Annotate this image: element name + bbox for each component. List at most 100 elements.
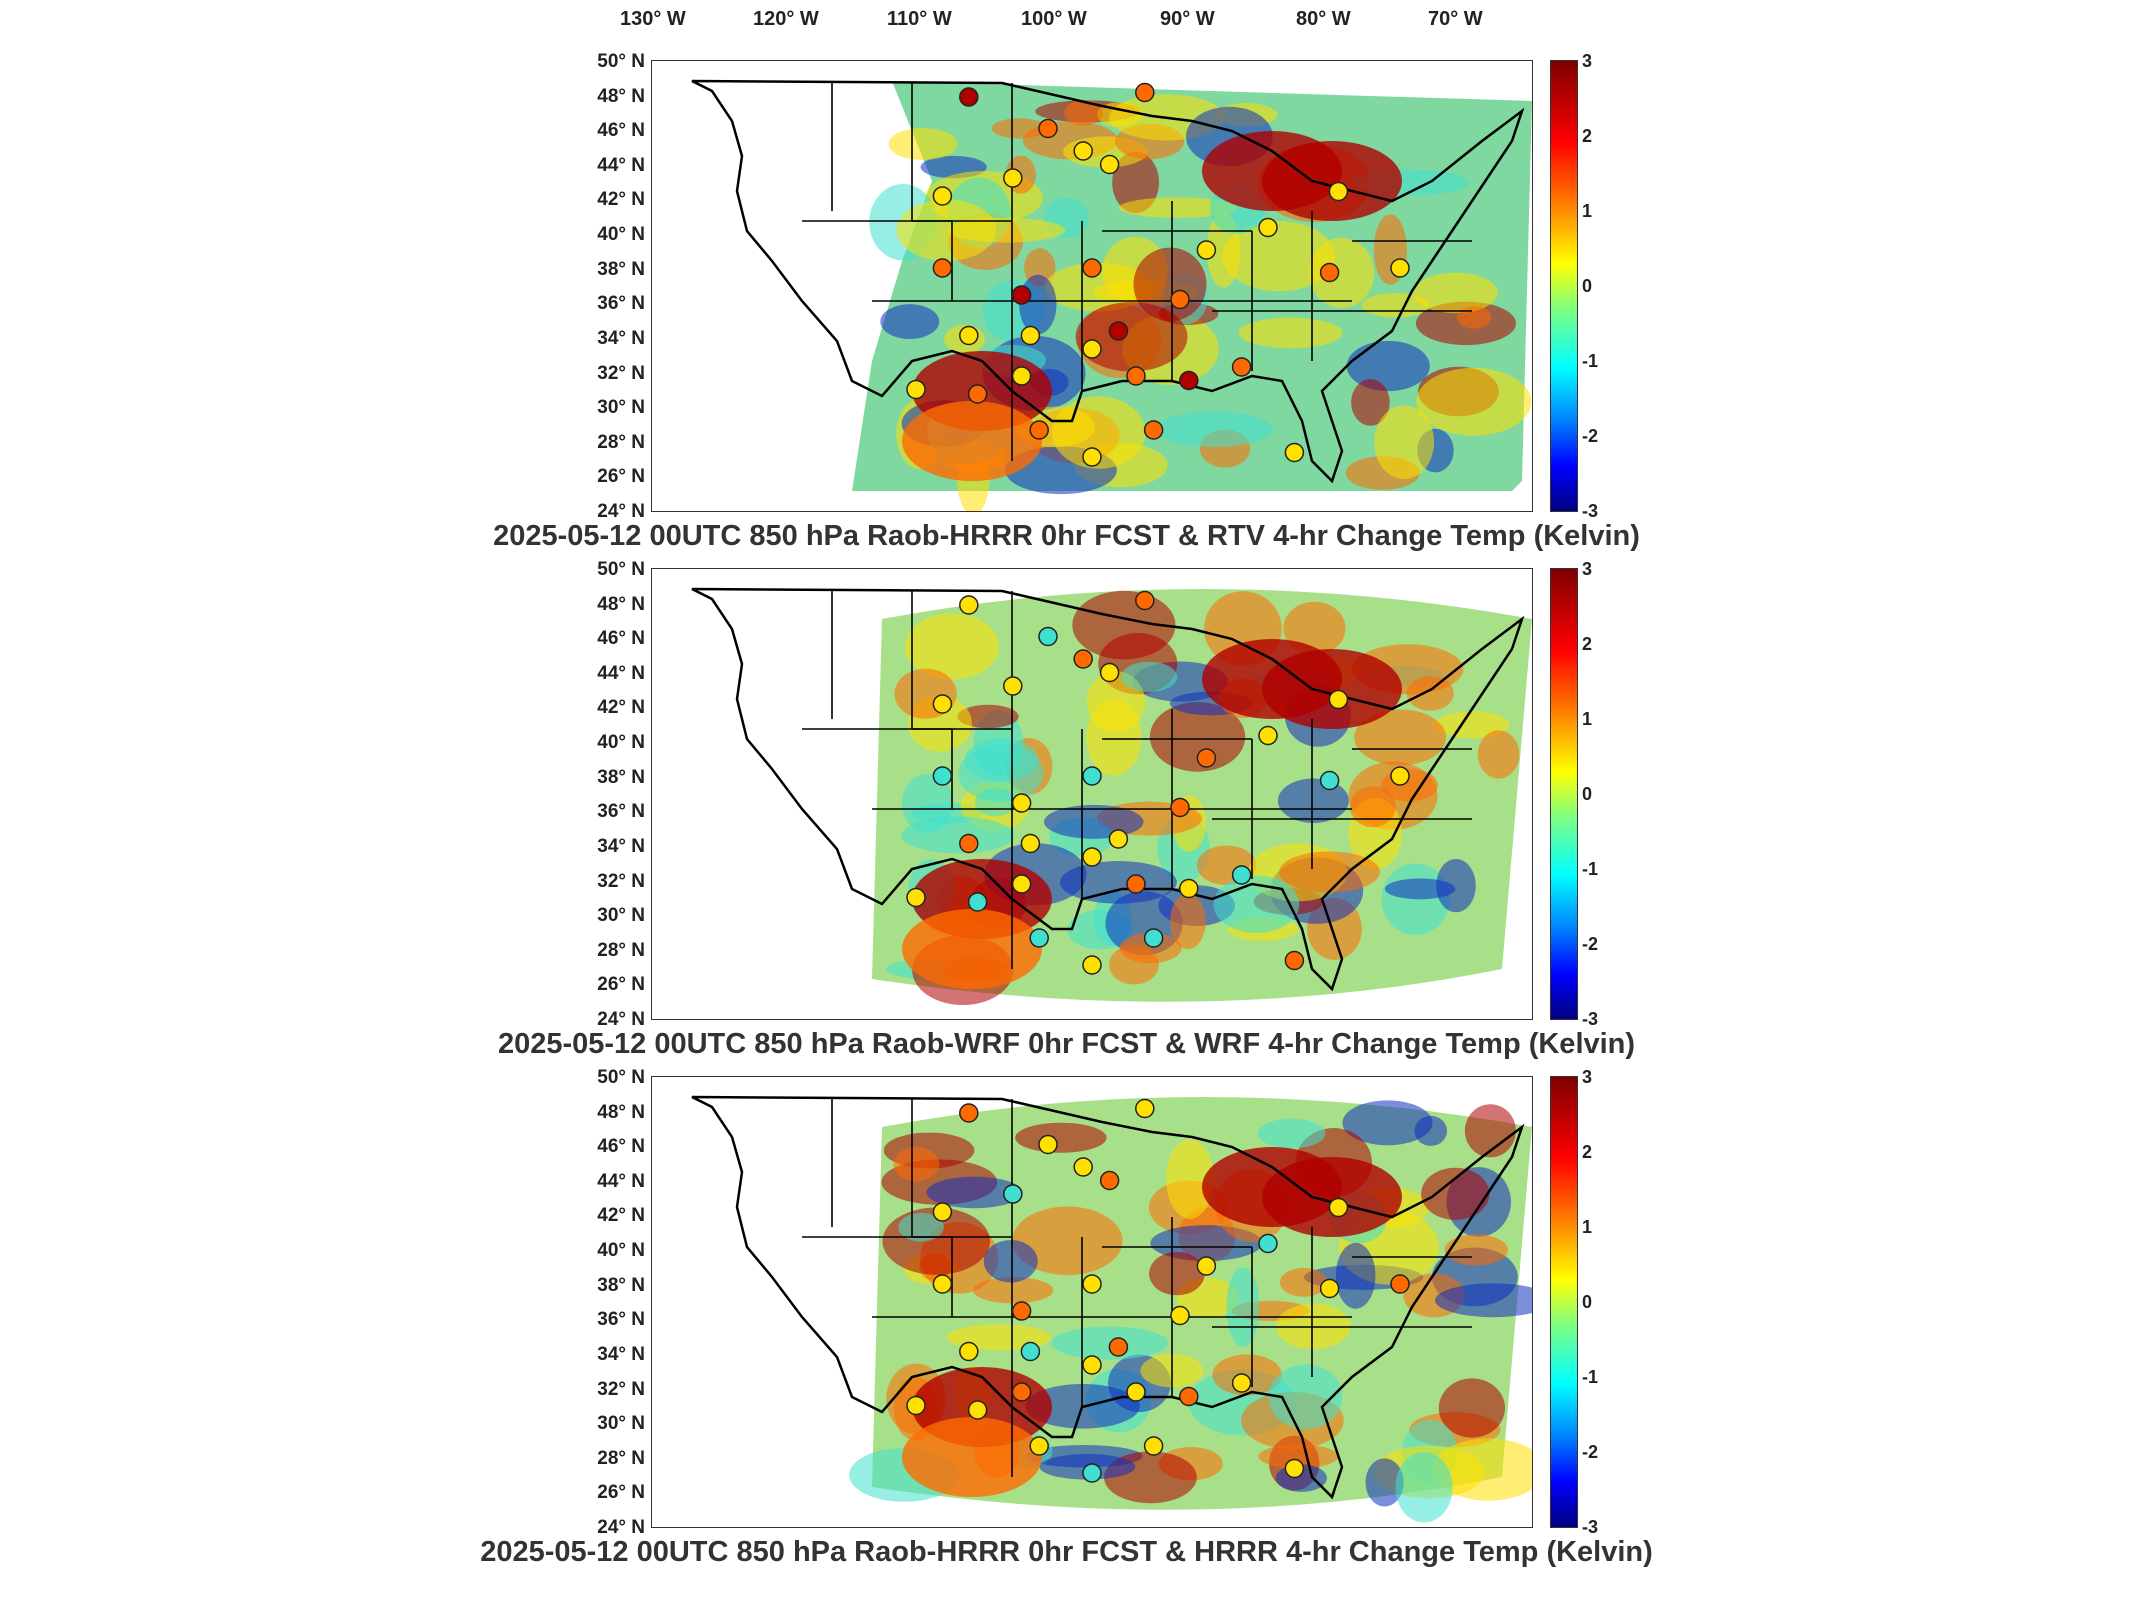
field-blob [1064,100,1103,126]
lon-label: 80° W [1296,8,1351,30]
lat-label: 38° N [597,258,645,280]
field-blob [926,1176,1023,1209]
raob-station-marker [932,694,953,714]
colorbar-tick: 0 [1582,276,1593,296]
lat-label: 38° N [597,766,645,788]
raob-station-marker [1284,1458,1305,1479]
lat-label: 26° N [597,974,645,996]
colorbar-tick: 2 [1582,1142,1593,1162]
raob-station-marker [1179,1386,1199,1407]
field-blob [1277,778,1349,823]
raob-station-marker [1082,447,1102,467]
field-blob [1435,711,1510,739]
field-blob [983,1240,1038,1283]
field-hotspot [1262,141,1402,221]
field-blob [1112,151,1159,214]
field-blob [1416,367,1532,436]
field-blob [1434,1283,1532,1318]
field-blob [1436,858,1476,913]
lat-label: 42° N [597,697,645,719]
raob-station-marker [932,1202,953,1222]
raob-station-marker [1258,217,1278,238]
field-hotspot [1262,649,1402,729]
field-blob [1456,306,1492,329]
lat-label: 28° N [597,939,645,961]
raob-station-marker [1003,1184,1023,1204]
field-blob [1395,1452,1453,1523]
raob-station-marker [906,887,926,908]
field-blob [880,304,940,340]
raob-station-marker [1170,289,1190,310]
raob-station-marker [1011,1382,1032,1402]
field-blob [893,1147,940,1182]
field-blob [1414,1115,1448,1146]
raob-station-marker [1284,442,1305,463]
lat-label: 40° N [597,224,645,246]
raob-station-marker [1196,1256,1217,1276]
raob-station-marker [1029,928,1049,948]
raob-station-marker [1011,874,1032,894]
lon-label: 130° W [620,8,686,30]
coastline [691,587,1525,992]
field-blob [1149,1251,1205,1296]
lat-label: 30° N [597,397,645,419]
colorbar-tick: -1 [1582,351,1599,371]
raob-station-marker [1082,258,1102,278]
field-blob [1384,878,1456,900]
raob-station-marker [1082,847,1102,867]
map-frame [651,1076,1533,1528]
raob-station-marker [1328,689,1349,710]
lat-label: 30° N [597,1413,645,1435]
raob-station-marker [1179,878,1199,899]
map-frame [651,60,1533,512]
raob-station-marker [1135,590,1155,611]
raob-station-marker [1196,748,1217,768]
lat-label: 30° N [597,905,645,927]
lat-label: 44° N [597,1170,645,1192]
field-blob [1133,247,1207,322]
raob-station-marker [932,766,953,786]
temperature-field-map [691,79,1532,511]
raob-station-marker [1179,370,1199,391]
lat-label: 34° N [597,835,645,857]
map-panel-3: 50° N 48° N 46° N 44° N 42° N 40° N 38° N 36° N… [0,1068,2133,1576]
raob-station-marker [1328,1197,1349,1218]
raob-station-marker [967,384,988,404]
field-blob [1464,1104,1516,1158]
lat-label: 50° N [597,51,645,72]
raob-station-marker [959,1103,979,1123]
field-blob [1059,861,1177,904]
field-blob [1413,272,1498,314]
colorbar-tick: -1 [1582,1367,1599,1387]
raob-station-marker [1170,1305,1190,1326]
raob-station-marker [1073,141,1093,161]
colorbar-tick: 3 [1582,51,1593,71]
field-hotspot [1262,1157,1402,1237]
raob-station-marker [1328,181,1349,202]
field-blob [1238,317,1343,349]
map-panel-1: 50° N 48° N 46° N 44° N 42° N 40° N 38° N 36° N… [0,52,2133,560]
raob-station-marker [1003,676,1023,696]
panel-title: 2025-05-12 00UTC 850 hPa Raob-WRF 0hr FC… [497,1028,1636,1060]
lat-label: 24° N [597,1517,645,1538]
raob-station-marker [1108,829,1129,849]
raob-station-marker [1108,1337,1129,1357]
raob-station-marker [1082,766,1102,786]
field-blob [1279,1267,1328,1297]
raob-station-marker [932,186,953,206]
lat-label: 40° N [597,732,645,754]
raob-station-marker [959,87,979,107]
raob-station-marker [1082,955,1102,975]
raob-station-marker [1319,262,1340,283]
colorbar-tick: -3 [1582,1517,1599,1537]
field-blob [1335,1242,1376,1309]
field-blob [964,738,1039,782]
panel-title: 2025-05-12 00UTC 850 hPa Raob-HRRR 0hr F… [493,520,1640,552]
field-hotspot [902,401,1042,481]
raob-station-marker [1143,1436,1164,1456]
colorbar-tick: -2 [1582,934,1599,954]
colorbar-tick: 1 [1582,1217,1593,1237]
raob-station-marker [1011,285,1032,305]
field-blob [1342,1100,1433,1146]
field-blob [1012,1206,1123,1276]
